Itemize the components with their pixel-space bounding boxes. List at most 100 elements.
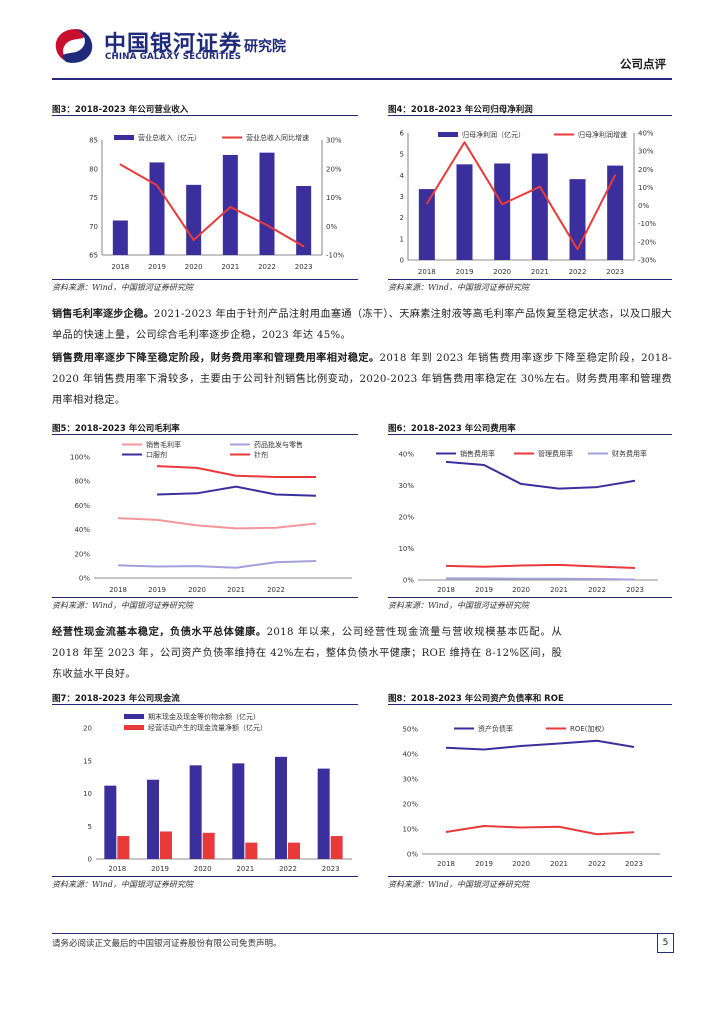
fig5-legend-label: 针剂 <box>254 450 268 459</box>
fig6-left-tick-label: 10% <box>398 545 414 553</box>
fig6-legend-label: 管理费用率 <box>538 449 573 458</box>
fig4-right-tick-label: 30% <box>638 148 654 156</box>
fig3-point-growth <box>302 245 305 248</box>
paragraph-expense-ratio-body: 2018 年到 2023 年销售费用率逐步下降至稳定阶段，2018-2020 年… <box>52 353 673 406</box>
fig4-title: 图4：2018-2023 年公司归母净利润 <box>388 105 533 115</box>
fig7-x-tick-label: 2023 <box>322 865 340 873</box>
fig8-left-tick-label: 10% <box>402 826 418 834</box>
fig3-title-rule <box>52 115 358 116</box>
fig5-left-tick-label: 20% <box>74 550 90 558</box>
fig6-title: 图6：2018-2023 年公司费用率 <box>388 424 516 434</box>
logo-cn-text: 中国银河证券 <box>104 32 243 57</box>
fig5-line-gross-margin <box>117 517 317 530</box>
paragraph-expense-ratio-heading: 销售费用率逐步下降至稳定阶段，财务费用率和管理费用率相对稳定。 <box>52 353 380 364</box>
fig6-x-tick-label: 2020 <box>512 586 530 594</box>
fig4-line-growth <box>425 141 617 251</box>
fig4-right-tick-label: -30% <box>638 257 656 265</box>
fig7-legend-label: 经营活动产生的现金流量净额（亿元） <box>148 723 267 732</box>
fig6-x-tick-label: 2018 <box>437 586 455 594</box>
fig7-x-tick-label: 2021 <box>236 865 254 873</box>
fig7-title-rule <box>52 704 358 705</box>
fig3-bar-revenue <box>222 154 238 255</box>
fig6-x-tick-label: 2023 <box>626 586 644 594</box>
fig8-x-tick-label: 2021 <box>550 860 568 868</box>
paragraph-gross-margin-heading: 销售毛利率逐步企稳。 <box>52 309 154 320</box>
fig7-title: 图7：2018-2023 年公司现金流 <box>52 694 180 704</box>
fig3-bar-revenue <box>296 186 312 255</box>
fig7-legend-label: 期末现金及现金等价物余额（亿元） <box>148 712 260 721</box>
fig4-left-tick-label: 4 <box>400 172 405 180</box>
fig5-left-tick-label: 0% <box>79 575 90 583</box>
fig3-right-tick-label: -10% <box>326 252 344 260</box>
fig7-bar-operating-cashflow <box>245 842 258 859</box>
fig7-bar-operating-cashflow <box>288 842 300 859</box>
fig6-bottom-rule <box>388 597 672 598</box>
fig5-chart: 0% 20% 40% 60% 80% 100% 2018 2019 2020 2021 2022 销售… <box>70 440 352 594</box>
fig5-line-oral <box>156 485 317 497</box>
fig3-x-tick-label: 2021 <box>221 263 239 271</box>
fig4-bar-net-profit <box>494 163 511 260</box>
page-number: 5 <box>657 933 674 953</box>
fig4-legend-label: 归母净利润增速 <box>578 130 627 139</box>
fig4-x-tick-label: 2021 <box>531 268 549 276</box>
fig3-left-tick-label: 70 <box>89 223 98 231</box>
fig3-title: 图3：2018-2023 年公司营业收入 <box>52 105 189 115</box>
fig4-right-tick-label: 20% <box>638 166 654 174</box>
fig4-left-tick-label: 1 <box>400 235 404 243</box>
footer-disclaimer: 请务必阅读正文最后的中国银河证券股份有限公司免责声明。 <box>52 939 282 949</box>
fig5-left-tick-label: 100% <box>70 454 90 462</box>
fig7-x-tick-label: 2019 <box>151 865 169 873</box>
fig3-right-tick-label: 20% <box>326 165 342 173</box>
fig7-x-tick-label: 2018 <box>108 865 126 873</box>
fig7-bar-cash-balance <box>232 763 245 859</box>
fig8-line-roe <box>445 825 635 836</box>
fig6-title-rule <box>388 434 672 435</box>
fig4-x-tick-label: 2019 <box>456 268 474 276</box>
paragraph-gross-margin-body: 2021-2023 年由于针剂产品注射用血塞通（冻干）、天麻素注射液等高毛利率产… <box>52 309 672 341</box>
fig4-point-growth <box>463 141 466 144</box>
fig5-title: 图5：2018-2023 年公司毛利率 <box>52 424 180 434</box>
fig3-legend-swatch <box>114 135 134 140</box>
fig6-left-tick-label: 20% <box>398 514 414 522</box>
fig3-bottom-rule <box>52 279 358 280</box>
fig7-chart: 0 5 10 15 20 2018 2019 2020 2021 2022 2023 期末现金及现金等… <box>83 712 352 873</box>
fig8-x-tick-label: 2019 <box>475 860 493 868</box>
fig8-legend-label: 资产负债率 <box>478 724 513 733</box>
fig7-left-tick-label: 20 <box>83 725 92 733</box>
fig4-right-tick-label: 10% <box>638 184 654 192</box>
footer-rule <box>52 933 672 934</box>
institute-label: 研究院 <box>244 39 286 55</box>
fig3-bar-revenue <box>186 184 202 255</box>
paragraph-expense-ratio: 销售费用率逐步下降至稳定阶段，财务费用率和管理费用率相对稳定。2018 年到 2… <box>52 348 672 411</box>
fig6-line-selling-expense <box>445 460 636 490</box>
paragraph-cashflow: 经营性现金流基本稳定，负债水平总体健康。2018 年以来，公司经营性现金流量与营… <box>52 622 562 685</box>
fig3-bar-revenue <box>149 162 165 255</box>
fig5-x-tick-label: 2022 <box>267 586 285 594</box>
paragraph-gross-margin: 销售毛利率逐步企稳。2021-2023 年由于针剂产品注射用血塞通（冻干）、天麻… <box>52 304 672 346</box>
report-type: 公司点评 <box>620 57 666 71</box>
fig7-bar-cash-balance <box>275 756 287 859</box>
fig3-point-growth <box>119 163 122 166</box>
fig3-left-tick-label: 65 <box>89 252 98 260</box>
fig3-legend-label: 营业总收入同比增速 <box>246 133 309 142</box>
fig5-source: 资料来源：Wind，中国银河证券研究院 <box>52 601 193 610</box>
company-logo-icon <box>55 29 93 63</box>
fig3-right-tick-label: 10% <box>326 194 342 202</box>
fig4-x-tick-label: 2023 <box>606 268 624 276</box>
logo-en-text: CHINA GALAXY SECURITIES <box>105 52 242 62</box>
fig6-legend-label: 销售费用率 <box>460 449 495 458</box>
fig5-legend-label: 销售毛利率 <box>146 440 181 449</box>
fig4-title-rule <box>388 115 672 116</box>
fig7-bar-operating-cashflow <box>160 831 172 859</box>
fig8-source: 资料来源：Wind，中国银河证券研究院 <box>388 880 529 889</box>
fig8-legend-label: ROE(加权) <box>570 724 605 733</box>
fig4-left-tick-label: 3 <box>400 193 404 201</box>
fig7-bar-cash-balance <box>189 765 202 859</box>
fig4-chart: 0 1 2 3 4 5 6 -30% -20% -10% 0% 10% 20% 30% 40% 2018 201… <box>400 130 657 277</box>
fig5-left-tick-label: 40% <box>74 526 90 534</box>
paragraph-cashflow-body: 2018 年以来，公司经营性现金流量与营收规模基本匹配。从 2018 年至 20… <box>52 627 562 680</box>
fig3-point-growth <box>192 239 195 241</box>
fig4-right-tick-label: 0% <box>638 202 649 210</box>
fig4-right-tick-label: -20% <box>638 238 656 246</box>
fig8-left-tick-label: 50% <box>402 726 418 734</box>
